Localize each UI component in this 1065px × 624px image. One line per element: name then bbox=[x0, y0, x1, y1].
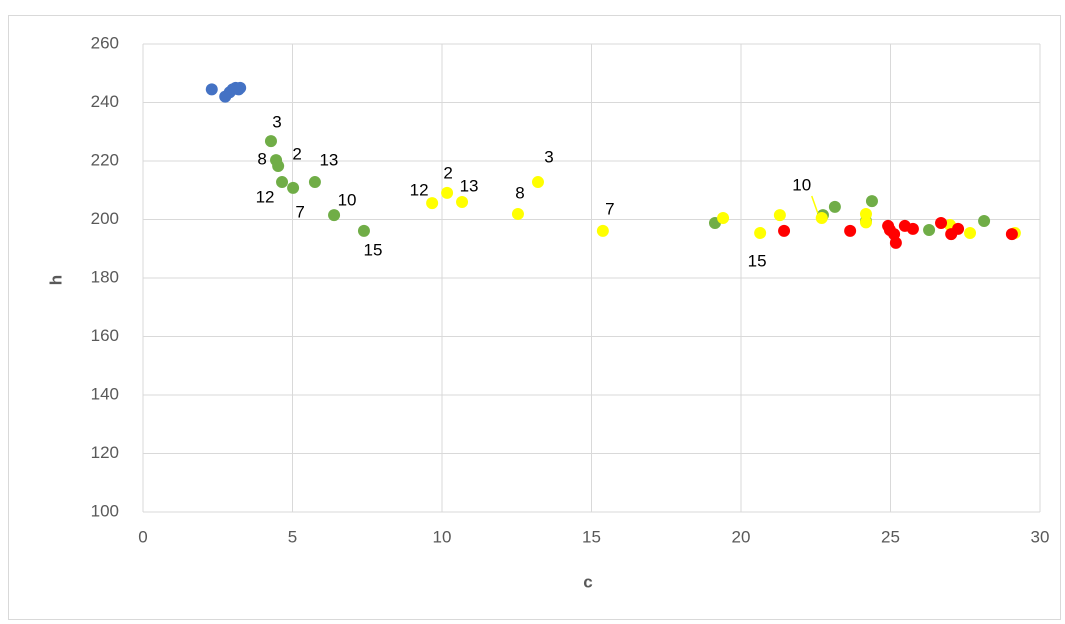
data-label: 3 bbox=[272, 113, 281, 132]
data-label: 8 bbox=[257, 150, 266, 169]
y-tick-label: 200 bbox=[91, 209, 119, 228]
x-tick-label: 0 bbox=[138, 527, 147, 546]
data-label: 15 bbox=[748, 251, 767, 270]
data-label: 12 bbox=[410, 181, 429, 200]
data-label: 13 bbox=[460, 176, 479, 195]
y-axis-title: h bbox=[46, 275, 65, 285]
data-point bbox=[865, 195, 878, 208]
data-point bbox=[1005, 228, 1018, 241]
data-point bbox=[978, 214, 991, 227]
data-point bbox=[935, 217, 948, 230]
y-tick-label: 180 bbox=[91, 267, 119, 286]
data-point bbox=[754, 226, 767, 239]
x-tick-label: 25 bbox=[881, 527, 900, 546]
data-label: 15 bbox=[364, 240, 383, 259]
y-tick-label: 120 bbox=[91, 443, 119, 462]
data-point bbox=[308, 176, 321, 189]
y-tick-label: 100 bbox=[91, 501, 119, 520]
data-point bbox=[815, 212, 828, 225]
data-point bbox=[272, 159, 285, 172]
data-point bbox=[357, 224, 370, 237]
y-tick-label: 160 bbox=[91, 326, 119, 345]
data-point bbox=[328, 209, 341, 222]
data-label: 13 bbox=[319, 151, 338, 170]
x-tick-label: 30 bbox=[1031, 527, 1050, 546]
data-point bbox=[923, 224, 936, 237]
data-label: 7 bbox=[295, 202, 304, 221]
x-tick-label: 5 bbox=[288, 527, 297, 546]
data-point bbox=[889, 236, 902, 249]
data-point bbox=[844, 224, 857, 237]
data-point bbox=[717, 212, 730, 225]
data-point bbox=[264, 135, 277, 148]
data-label: 12 bbox=[256, 188, 275, 207]
data-point bbox=[511, 207, 524, 220]
data-label: 10 bbox=[792, 176, 811, 195]
leader-line bbox=[811, 195, 819, 214]
data-point bbox=[952, 222, 965, 235]
data-point bbox=[859, 207, 872, 220]
x-tick-label: 20 bbox=[732, 527, 751, 546]
y-tick-label: 240 bbox=[91, 92, 119, 111]
data-label: 2 bbox=[443, 163, 452, 182]
data-point bbox=[441, 186, 454, 199]
data-point bbox=[234, 81, 247, 94]
data-point bbox=[828, 200, 841, 213]
data-label: 8 bbox=[515, 183, 524, 202]
data-point bbox=[906, 222, 919, 235]
y-tick-label: 140 bbox=[91, 384, 119, 403]
data-point bbox=[964, 226, 977, 239]
data-label: 10 bbox=[338, 191, 357, 210]
data-point bbox=[456, 195, 469, 208]
x-axis-title: c bbox=[583, 572, 592, 591]
data-point bbox=[276, 176, 289, 189]
chart-border bbox=[8, 15, 1061, 620]
data-point bbox=[426, 197, 439, 210]
x-tick-label: 15 bbox=[582, 527, 601, 546]
data-point bbox=[596, 224, 609, 237]
data-point bbox=[778, 224, 791, 237]
data-point bbox=[859, 216, 872, 229]
data-label: 2 bbox=[292, 144, 301, 163]
data-label: 3 bbox=[544, 148, 553, 167]
data-label: 7 bbox=[605, 199, 614, 218]
data-point bbox=[287, 181, 300, 194]
data-point bbox=[205, 83, 218, 96]
y-tick-label: 220 bbox=[91, 150, 119, 169]
data-point bbox=[773, 209, 786, 222]
data-point bbox=[531, 176, 544, 189]
y-tick-label: 260 bbox=[91, 33, 119, 52]
x-tick-label: 10 bbox=[433, 527, 452, 546]
